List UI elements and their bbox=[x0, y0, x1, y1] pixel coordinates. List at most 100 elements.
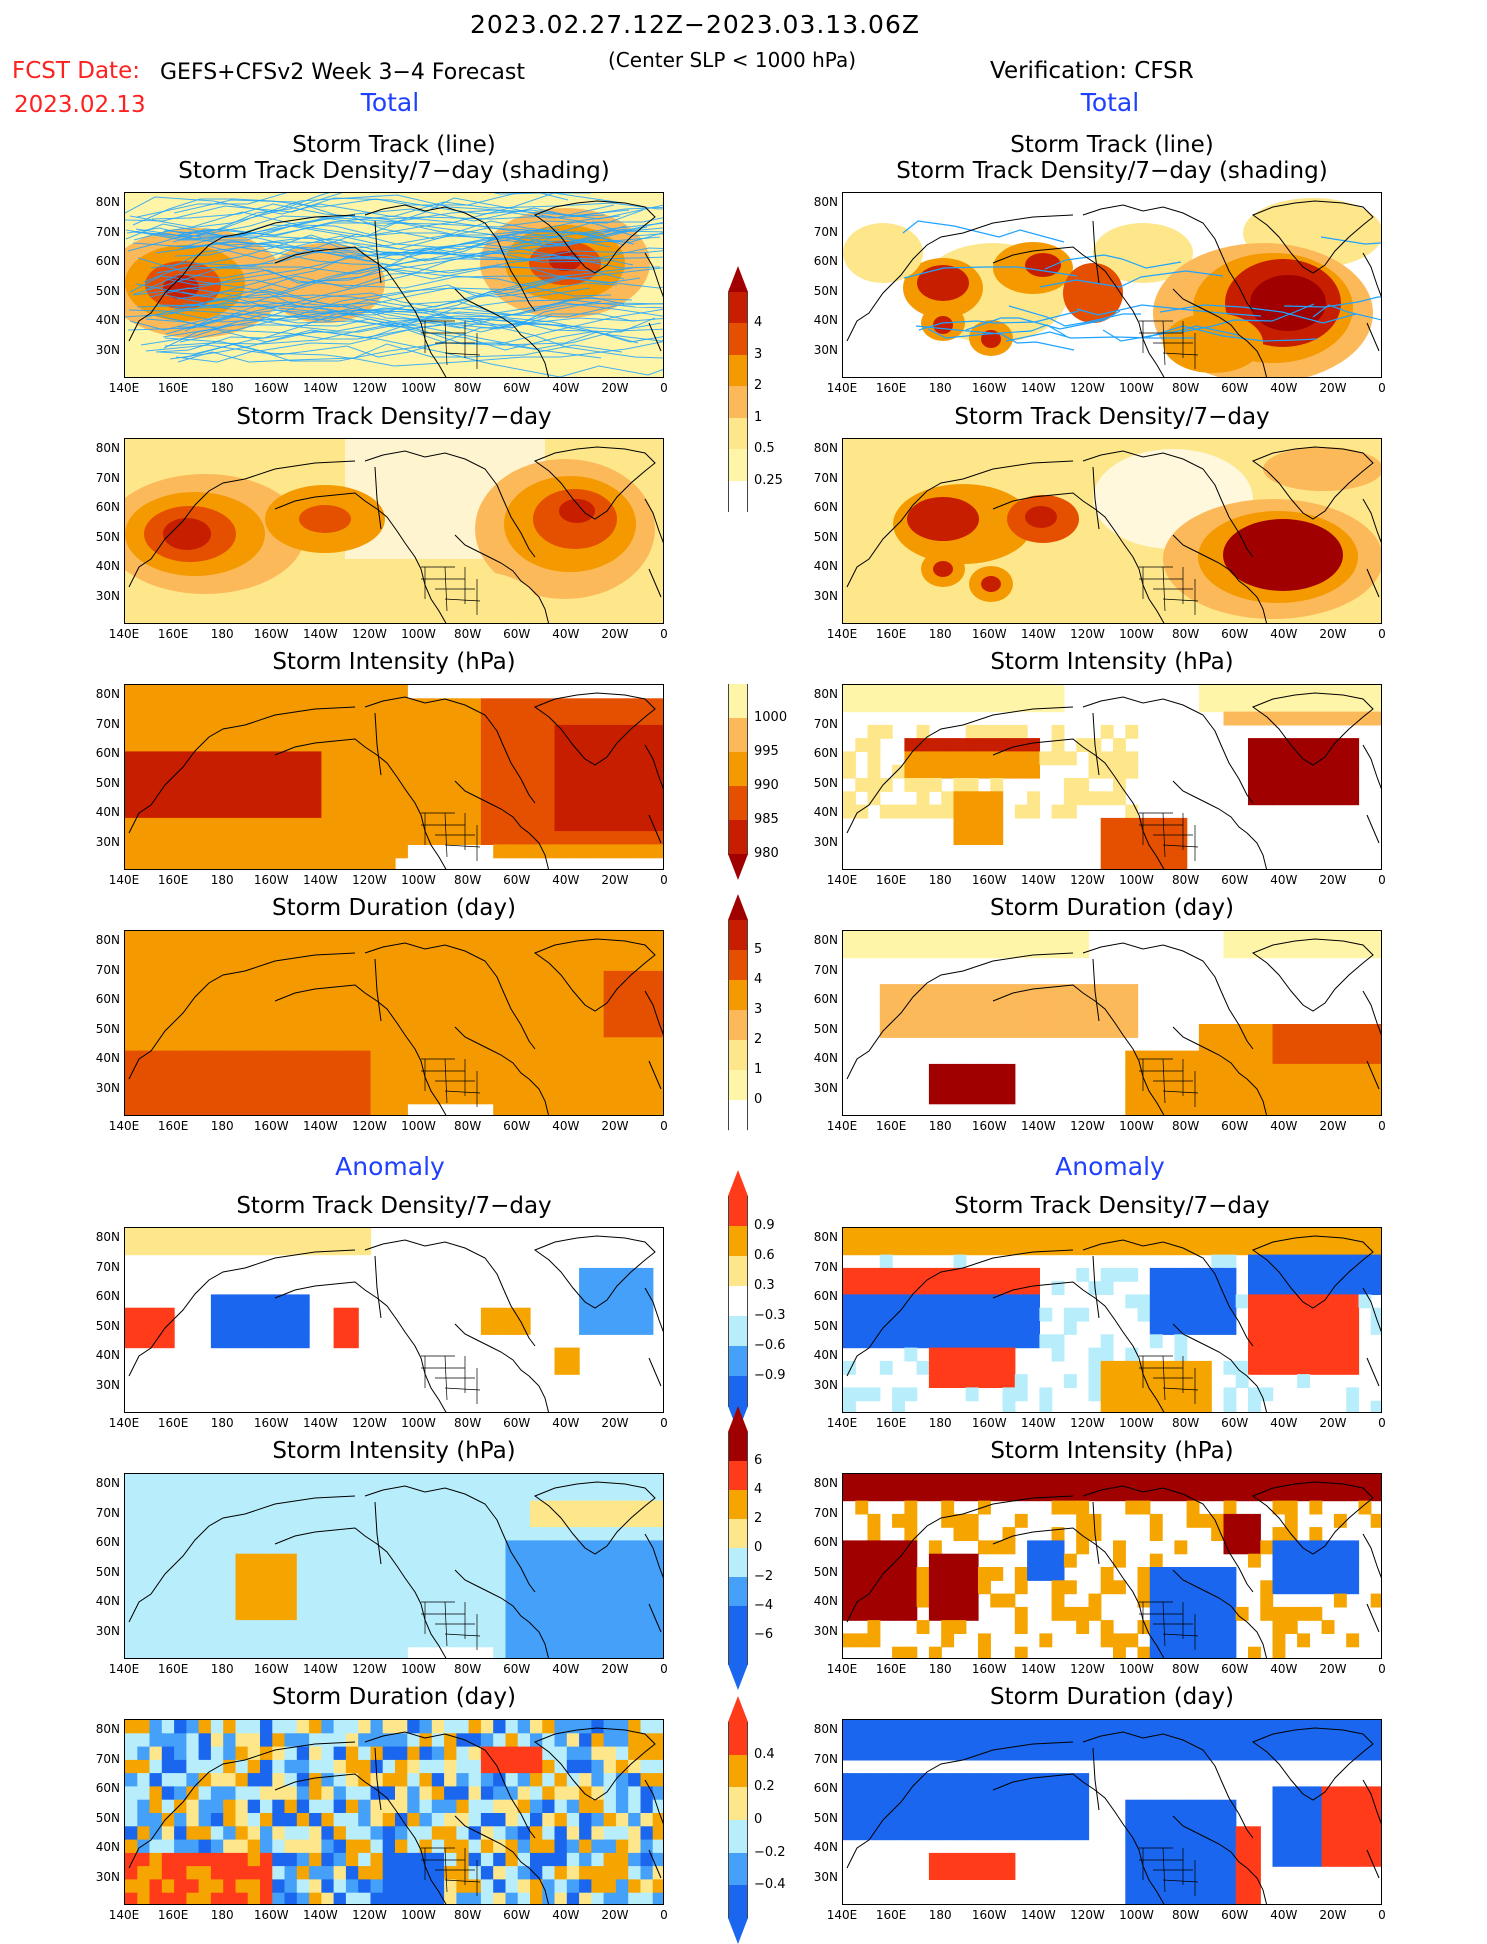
lon-tick-label: 140W bbox=[1020, 873, 1056, 887]
lon-tick-label: 0 bbox=[1378, 1416, 1386, 1430]
colorbar-label: −2 bbox=[754, 1569, 774, 1584]
lon-tick-label: 0 bbox=[660, 1119, 668, 1133]
lat-tick-label: 30N bbox=[813, 588, 838, 603]
density-colorbar: 4 3 2 1 0.5 0.25 bbox=[728, 266, 783, 538]
colorbar-label: 0.3 bbox=[754, 1278, 775, 1293]
r4-right-map bbox=[842, 930, 1382, 1116]
colorbar-segment bbox=[728, 1010, 748, 1041]
lon-tick-label: 120W bbox=[1070, 1662, 1105, 1676]
lon-tick-label: 40W bbox=[1270, 1416, 1298, 1430]
lat-tick-label: 30N bbox=[95, 1869, 120, 1884]
intensity-colorbar: 1000 995 990 985 980 bbox=[728, 658, 787, 880]
lon-tick-label: 180 bbox=[928, 873, 952, 887]
r4-left-field bbox=[125, 931, 663, 1115]
lon-tick-label: 60W bbox=[503, 1662, 531, 1676]
lon-tick-label: 160W bbox=[253, 627, 289, 641]
colorbar-segment bbox=[728, 786, 748, 821]
colorbar-label: 985 bbox=[754, 812, 779, 827]
lon-tick-label: 120W bbox=[1070, 873, 1105, 887]
lat-tick-label: 70N bbox=[95, 224, 120, 239]
lat-tick-label: 70N bbox=[813, 716, 838, 731]
colorbar-label: 1000 bbox=[754, 710, 788, 725]
lon-tick-label: 140W bbox=[302, 1908, 338, 1922]
lon-tick-label: 160E bbox=[157, 381, 189, 395]
lon-tick-label: 180 bbox=[210, 1908, 234, 1922]
colorbar-segment bbox=[728, 354, 748, 387]
lon-tick-label: 140E bbox=[108, 873, 140, 887]
r1-right-field bbox=[843, 198, 1381, 377]
lon-tick-label: 0 bbox=[1378, 627, 1386, 641]
lat-tick-label: 50N bbox=[95, 775, 120, 790]
lon-tick-label: 40W bbox=[1270, 627, 1298, 641]
lon-tick-label: 160W bbox=[253, 1416, 289, 1430]
lon-tick-label: 40W bbox=[1270, 1119, 1298, 1133]
lon-tick-label: 60W bbox=[503, 1908, 531, 1922]
lon-tick-label: 20W bbox=[601, 381, 629, 395]
lon-tick-label: 120W bbox=[1070, 627, 1105, 641]
colorbar-segment bbox=[728, 1100, 748, 1131]
lon-tick-label: 40W bbox=[1270, 381, 1298, 395]
lat-tick-label: 70N bbox=[95, 1505, 120, 1520]
colorbar-top-arrow bbox=[728, 1406, 748, 1432]
lon-tick-label: 160E bbox=[157, 873, 189, 887]
colorbar-segment bbox=[728, 1040, 748, 1071]
lon-tick-label: 160W bbox=[253, 1908, 289, 1922]
lon-tick-label: 180 bbox=[928, 627, 952, 641]
lon-tick-label: 80W bbox=[454, 627, 482, 641]
lat-tick-label: 50N bbox=[95, 283, 120, 298]
lon-tick-label: 60W bbox=[503, 1416, 531, 1430]
lat-tick-label: 70N bbox=[813, 470, 838, 485]
lon-tick-label: 140E bbox=[108, 381, 140, 395]
lon-tick-label: 60W bbox=[503, 873, 531, 887]
lon-tick-label: 0 bbox=[1378, 1662, 1386, 1676]
lat-tick-label: 50N bbox=[813, 1564, 838, 1579]
lon-tick-label: 120W bbox=[1070, 381, 1105, 395]
fcst-date-value: 2023.02.13 bbox=[14, 92, 146, 118]
lon-tick-label: 140W bbox=[302, 627, 338, 641]
lon-tick-label: 60W bbox=[1221, 1416, 1249, 1430]
lat-tick-label: 40N bbox=[813, 313, 838, 327]
lon-tick-label: 40W bbox=[552, 381, 580, 395]
lon-tick-label: 100W bbox=[401, 873, 436, 887]
lon-tick-label: 160E bbox=[875, 1662, 907, 1676]
colorbar-label: −0.9 bbox=[754, 1368, 786, 1383]
lat-tick-label: 70N bbox=[813, 1751, 838, 1766]
colorbar-segment bbox=[728, 1226, 748, 1257]
lon-tick-label: 160E bbox=[875, 381, 907, 395]
lon-tick-label: 160E bbox=[875, 1119, 907, 1133]
colorbar-segment bbox=[728, 1577, 748, 1607]
lat-tick-label: 30N bbox=[813, 834, 838, 849]
lat-tick-label: 70N bbox=[95, 1259, 120, 1274]
colorbar-top-arrow bbox=[728, 1170, 748, 1196]
lon-tick-label: 160W bbox=[971, 381, 1007, 395]
lat-tick-label: 60N bbox=[95, 1535, 120, 1549]
lon-tick-label: 40W bbox=[552, 873, 580, 887]
lat-tick-label: 30N bbox=[95, 588, 120, 603]
colorbar-segment bbox=[728, 386, 748, 419]
lon-tick-label: 140W bbox=[1020, 627, 1056, 641]
lat-tick-label: 40N bbox=[95, 805, 120, 819]
lon-tick-label: 140E bbox=[108, 1416, 140, 1430]
colorbar-bottom-arrow bbox=[728, 512, 748, 538]
r3-right-map bbox=[842, 684, 1382, 870]
colorbar-segment bbox=[728, 1490, 748, 1520]
lon-tick-label: 40W bbox=[552, 627, 580, 641]
colorbar-segment bbox=[728, 1885, 748, 1919]
r2-left-map bbox=[124, 438, 664, 624]
lat-tick-label: 70N bbox=[813, 962, 838, 977]
lon-tick-label: 100W bbox=[401, 381, 436, 395]
colorbar-label: 2 bbox=[754, 378, 763, 394]
r3-left-field bbox=[125, 685, 663, 869]
lon-tick-label: 20W bbox=[601, 1416, 629, 1430]
lat-tick-label: 40N bbox=[95, 1594, 120, 1608]
lat-tick-label: 70N bbox=[813, 1259, 838, 1274]
lat-tick-label: 30N bbox=[813, 1377, 838, 1392]
lon-tick-label: 20W bbox=[1319, 873, 1347, 887]
lat-tick-label: 40N bbox=[95, 313, 120, 327]
lon-tick-label: 60W bbox=[1221, 1908, 1249, 1922]
lon-tick-label: 140W bbox=[302, 381, 338, 395]
r1-left-title-line: Storm Track (line) bbox=[292, 132, 496, 158]
lon-tick-label: 100W bbox=[401, 627, 436, 641]
lon-tick-label: 40W bbox=[1270, 1908, 1298, 1922]
lat-tick-label: 50N bbox=[813, 775, 838, 790]
